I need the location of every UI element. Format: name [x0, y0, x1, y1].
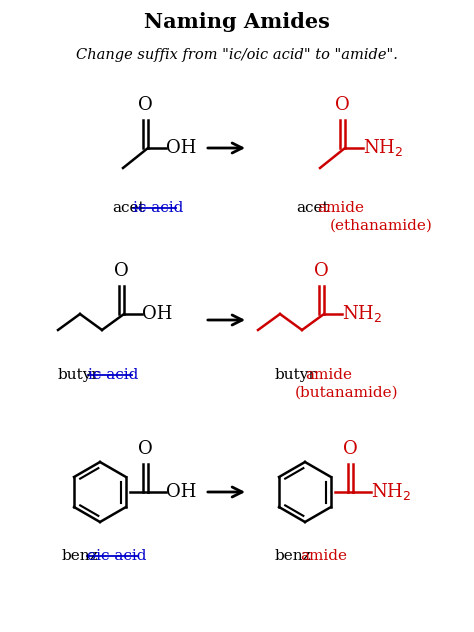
Text: benz: benz: [62, 549, 99, 563]
Text: Naming Amides: Naming Amides: [144, 12, 330, 32]
Text: OH: OH: [142, 305, 173, 323]
Text: ic acid: ic acid: [88, 368, 138, 382]
Text: O: O: [335, 96, 350, 114]
Text: NH$_2$: NH$_2$: [342, 303, 383, 324]
Text: amide: amide: [305, 368, 352, 382]
Text: amide: amide: [300, 549, 347, 563]
Text: O: O: [138, 96, 153, 114]
Text: (butanamide): (butanamide): [295, 386, 399, 400]
Text: acet: acet: [112, 201, 145, 215]
Text: ic acid: ic acid: [133, 201, 183, 215]
Text: O: O: [138, 440, 153, 458]
Text: O: O: [114, 262, 129, 280]
Text: butyr: butyr: [58, 368, 100, 382]
Text: OH: OH: [166, 483, 196, 501]
Text: OH: OH: [166, 139, 196, 157]
Text: NH$_2$: NH$_2$: [371, 482, 411, 502]
Text: benz: benz: [275, 549, 311, 563]
Text: NH$_2$: NH$_2$: [363, 138, 403, 159]
Text: oic acid: oic acid: [87, 549, 146, 563]
Text: Change suffix from "ic/oic acid" to "amide".: Change suffix from "ic/oic acid" to "ami…: [76, 48, 398, 62]
Text: butyr: butyr: [275, 368, 317, 382]
Text: (ethanamide): (ethanamide): [330, 219, 433, 233]
Text: acet: acet: [296, 201, 328, 215]
Text: O: O: [314, 262, 329, 280]
Text: amide: amide: [317, 201, 364, 215]
Text: O: O: [343, 440, 358, 458]
